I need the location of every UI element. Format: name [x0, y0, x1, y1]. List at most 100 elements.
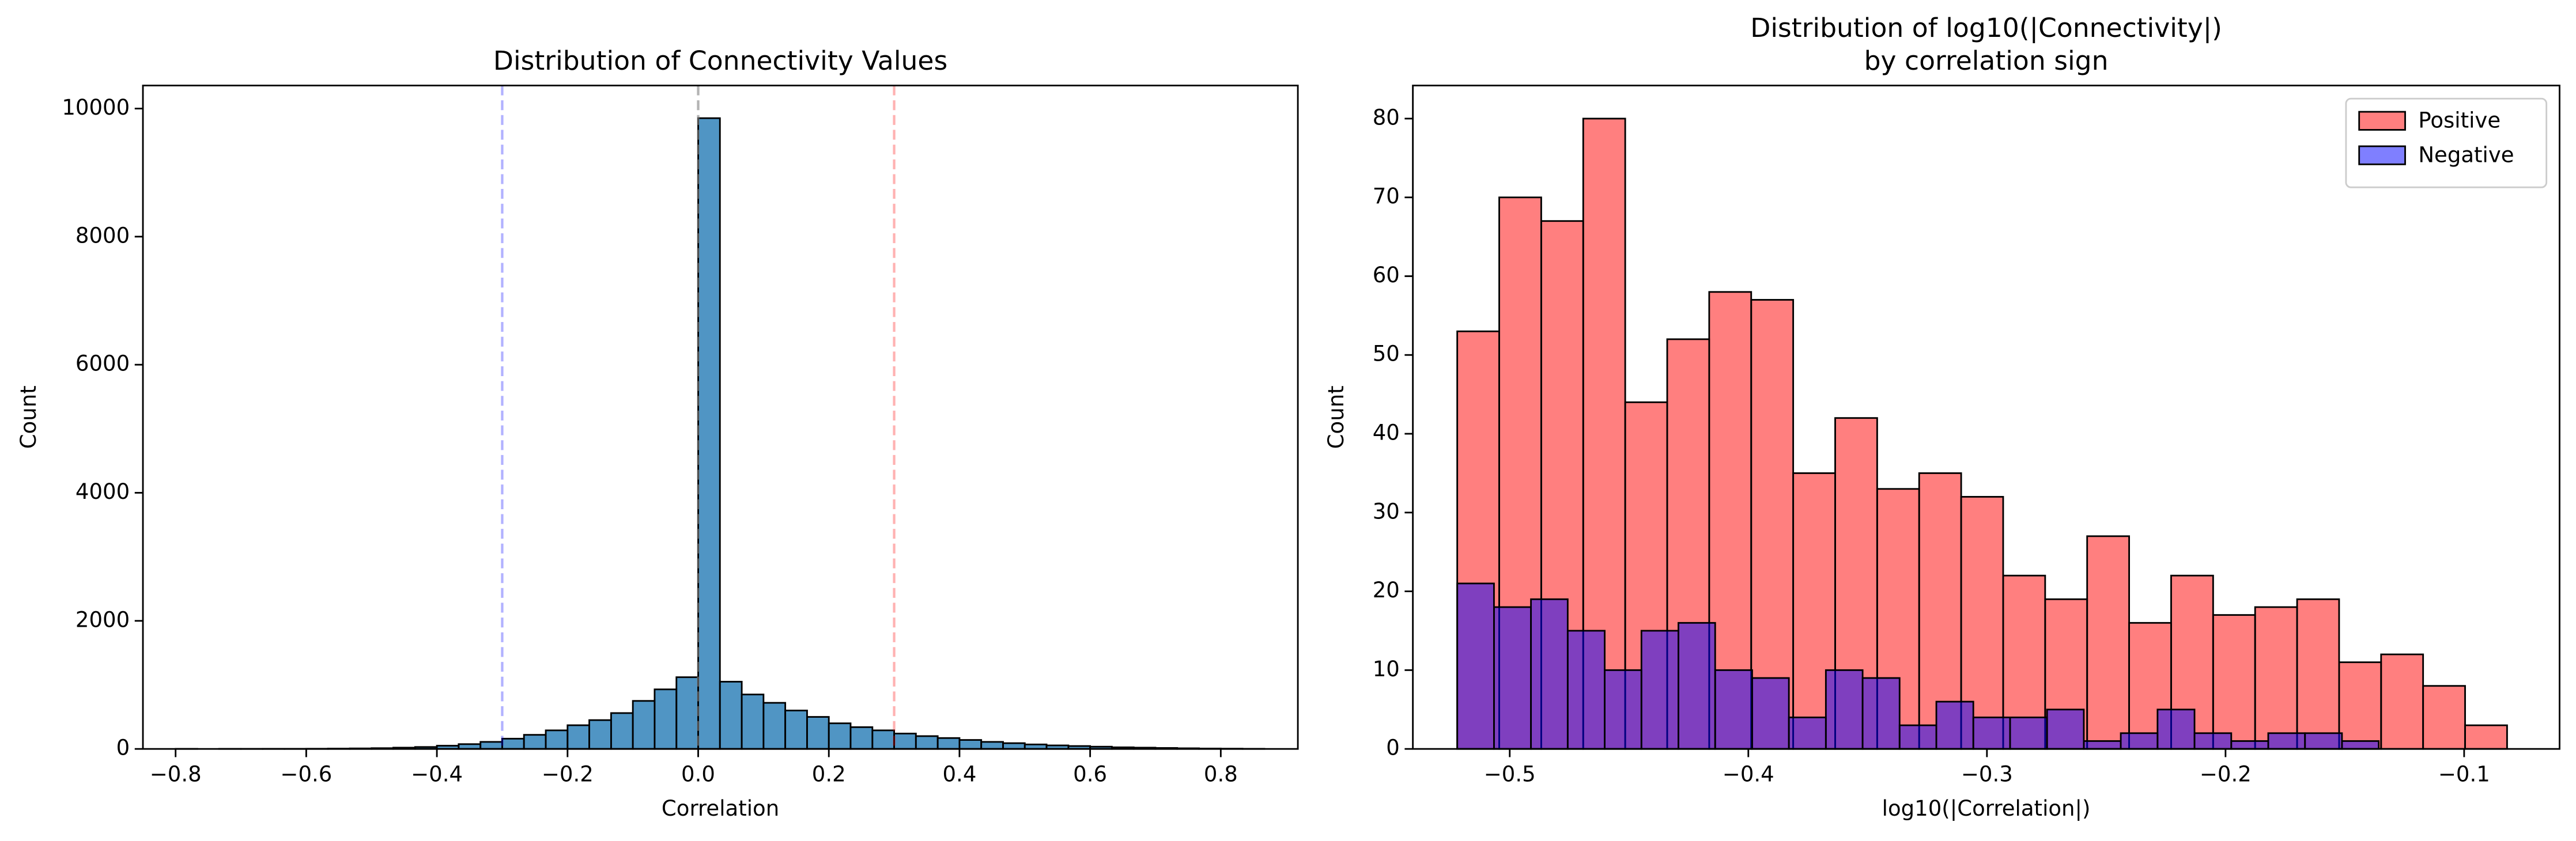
- bar: [2380, 653, 2424, 750]
- bar: [2338, 661, 2382, 750]
- bar: [1493, 606, 1532, 750]
- bar: [2464, 724, 2508, 750]
- legend: Positive Negative: [2345, 97, 2548, 188]
- x-tick-label: −0.5: [1484, 762, 1536, 786]
- chart-title: Distribution of log10(|Connectivity|): [1750, 13, 2222, 44]
- bar: [936, 737, 961, 750]
- y-axis-label: Count: [16, 385, 41, 449]
- bar: [479, 741, 503, 750]
- x-tick-label: 0.0: [681, 762, 715, 786]
- bar: [2422, 685, 2466, 750]
- x-tick-label: 0.8: [1204, 762, 1238, 786]
- bar: [1714, 669, 1753, 750]
- bar: [1456, 582, 1495, 750]
- y-axis-label: Count: [1324, 385, 1349, 449]
- axes-frame: [142, 85, 1299, 750]
- bar: [1002, 742, 1026, 750]
- y-tick-label: 30: [1373, 499, 1400, 524]
- bar: [1751, 677, 1790, 750]
- bar: [632, 700, 656, 750]
- x-tick-label: −0.2: [2200, 762, 2252, 786]
- y-tick-label: 2000: [75, 607, 130, 632]
- bar: [2254, 606, 2298, 750]
- legend-label: Negative: [2418, 143, 2514, 168]
- x-tick-label: 0.2: [812, 762, 846, 786]
- y-tick-label: 10: [1373, 657, 1400, 681]
- bar: [697, 117, 721, 750]
- y-tick-label: 80: [1373, 105, 1400, 130]
- subplot: −0.8 −0.6 −0.4 −0.2 0.0 0.2 0.4 0.6 0.8 0 2000 4000…: [16, 46, 1299, 821]
- x-axis-label: Correlation: [662, 796, 779, 821]
- y-tick-label: 70: [1373, 184, 1400, 209]
- bar: [828, 722, 852, 750]
- bar: [2086, 535, 2131, 750]
- bar: [893, 733, 917, 750]
- bar: [523, 734, 547, 750]
- x-tick-label: −0.1: [2438, 762, 2490, 786]
- y-tick-label: 20: [1373, 578, 1400, 603]
- bar: [958, 739, 983, 750]
- bar: [675, 676, 699, 750]
- x-tick-label: −0.2: [542, 762, 594, 786]
- bar: [2193, 732, 2233, 750]
- bar: [1935, 700, 1974, 750]
- chart-title: Distribution of Connectivity Values: [493, 46, 947, 76]
- x-tick-label: −0.4: [1723, 762, 1774, 786]
- x-tick-label: 0.4: [942, 762, 976, 786]
- bar: [871, 729, 896, 750]
- bar: [1530, 598, 1569, 750]
- bar: [741, 694, 765, 750]
- y-tick-label: 6000: [75, 351, 130, 376]
- bar: [2156, 709, 2196, 750]
- bar: [1566, 630, 1606, 750]
- bar: [501, 737, 525, 750]
- bar: [1750, 299, 1795, 750]
- bar: [2046, 709, 2085, 750]
- bar: [2230, 740, 2269, 750]
- chart-title: by correlation sign: [1864, 46, 2109, 76]
- bar: [566, 724, 590, 750]
- x-tick-label: −0.4: [411, 762, 463, 786]
- y-tick-label: 10000: [62, 95, 130, 120]
- x-tick-label: −0.3: [1961, 762, 2013, 786]
- bar: [1898, 724, 1937, 750]
- bar: [545, 729, 569, 750]
- x-axis-label: log10(|Correlation|): [1882, 796, 2091, 821]
- bar: [2120, 732, 2159, 750]
- bar: [1678, 622, 1716, 750]
- bar: [2304, 732, 2343, 750]
- y-tick-label: 8000: [75, 223, 130, 248]
- y-tick-label: 60: [1373, 263, 1400, 287]
- bar: [588, 719, 612, 750]
- y-tick-label: 40: [1373, 420, 1400, 445]
- y-tick-label: 50: [1373, 342, 1400, 366]
- y-tick-label: 4000: [75, 479, 130, 504]
- legend-label: Positive: [2418, 108, 2501, 133]
- legend-swatch: [2358, 145, 2406, 165]
- bar: [980, 741, 1004, 750]
- bar: [719, 681, 743, 750]
- bar: [2341, 740, 2380, 750]
- bar: [762, 702, 787, 750]
- bar: [1972, 717, 2011, 750]
- bar: [1861, 677, 1901, 750]
- bar: [2267, 732, 2306, 750]
- bar: [806, 716, 830, 750]
- subplot: −0.5 −0.4 −0.3 −0.2 −0.1 0 10 20 30 40 50 60 70 80 Dis…: [1324, 13, 2560, 821]
- y-tick-label: 0: [116, 736, 130, 760]
- bar: [1825, 669, 1864, 750]
- bar: [2212, 614, 2256, 750]
- bar: [2009, 717, 2048, 750]
- bar: [1640, 630, 1679, 750]
- bar: [915, 735, 939, 750]
- x-tick-label: 0.6: [1073, 762, 1107, 786]
- bar: [1604, 669, 1642, 750]
- x-tick-label: −0.6: [280, 762, 332, 786]
- bar: [849, 726, 874, 750]
- bar: [1788, 717, 1827, 750]
- bar: [784, 710, 808, 750]
- bar: [654, 688, 678, 750]
- bar: [2296, 598, 2340, 750]
